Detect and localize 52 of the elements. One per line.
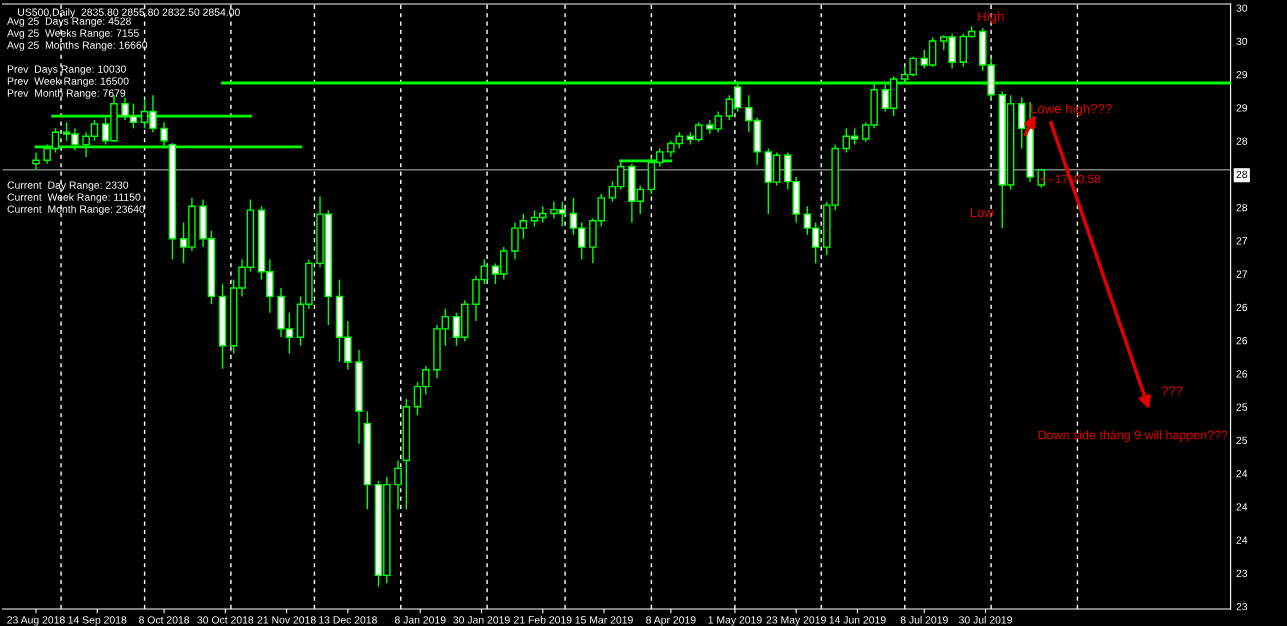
- text: 25: [1236, 436, 1248, 445]
- candlestick: [394, 459, 402, 510]
- annotation: ???: [1161, 386, 1183, 396]
- x-tick-label: 21 Feb 2019: [514, 615, 572, 624]
- annotation: Lowe high???: [1031, 103, 1112, 116]
- x-tick-label: 30 Jan 2019: [453, 616, 510, 624]
- x-tick-label: 13 Dec 2018: [319, 616, 377, 624]
- text: 26: [1236, 370, 1248, 378]
- text: 25: [1236, 403, 1248, 411]
- text: 28: [1236, 137, 1248, 145]
- x-tick-label: 1 May 2019: [708, 616, 762, 626]
- annotation: Avg 25 Days Range: 4528: [7, 17, 131, 27]
- text: 29: [1236, 70, 1248, 79]
- x-tick-label: 23 Aug 2018: [7, 616, 65, 626]
- text: 26: [1236, 303, 1248, 312]
- text: 23: [1236, 569, 1248, 578]
- annotation: Low: [970, 207, 994, 218]
- text: 28: [1236, 170, 1248, 179]
- annotation: High: [978, 11, 1004, 24]
- x-tick-label: 8 Jan 2019: [394, 616, 446, 624]
- x-tick-label: 30 Oct 2018: [197, 616, 254, 624]
- text: 27: [1236, 270, 1248, 278]
- annotation: Current Week Range: 11150: [7, 193, 141, 203]
- x-tick-label: 15 Mar 2019: [575, 616, 633, 624]
- text: 23: [1236, 602, 1248, 611]
- x-tick-label: 8 Jul 2019: [900, 615, 948, 624]
- text: 24: [1236, 503, 1248, 511]
- text: 30: [1236, 37, 1248, 46]
- annotation: Prev Week Range: 16500: [7, 77, 129, 87]
- text: 24: [1236, 536, 1248, 544]
- annotation: Avg 25 Weeks Range: 7155: [7, 29, 139, 39]
- annotation: Prev Month Range: 7679: [7, 89, 126, 99]
- text: 30: [1236, 4, 1248, 12]
- text: 27: [1236, 237, 1248, 245]
- chart-title: US500,Daily 2835.80 2855.80 2832.50 2854.00: [18, 8, 240, 18]
- x-tick-label: 14 Sep 2018: [68, 616, 127, 626]
- text: 29: [1236, 104, 1248, 112]
- text: 24: [1236, 469, 1248, 478]
- x-tick-label: 21 Nov 2018: [257, 616, 316, 624]
- annotation: Avg 25 Months Range: 16660: [7, 41, 148, 51]
- x-tick-label: 8 Apr 2019: [646, 616, 696, 626]
- x-tick-label: 8 Oct 2018: [139, 616, 190, 624]
- x-tick-label: 14 Jun 2019: [829, 616, 886, 624]
- annotation: Current Month Range: 23640: [7, 205, 145, 215]
- x-tick-label: 23 May 2019: [766, 616, 826, 626]
- text: 26: [1236, 336, 1248, 345]
- text: 28: [1236, 203, 1248, 212]
- annotation: Down side tháng 9 will happen???: [1038, 430, 1228, 442]
- x-tick-label: 30 Jul 2019: [959, 615, 1012, 624]
- annotation: Current Day Range: 2330: [7, 181, 129, 191]
- annotation: Prev Days Range: 10030: [7, 65, 126, 75]
- candlestick: [32, 151, 40, 170]
